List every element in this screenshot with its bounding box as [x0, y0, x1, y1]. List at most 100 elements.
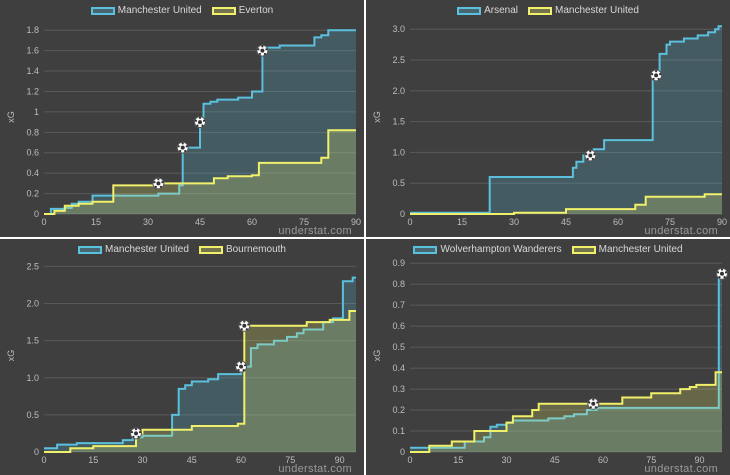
legend-label-home: Manchester United [117, 5, 202, 16]
series-line-away[interactable] [44, 129, 356, 215]
chart-legend: Arsenal Manchester United [366, 5, 730, 16]
xg-timeline-chart: 0 0.5 1.0 1.5 2.0 2.5 0 15 30 45 60 75 90 xG understat… [6, 261, 356, 475]
x-tick-label: 15 [91, 217, 101, 227]
goal-marker-patch [159, 185, 162, 188]
series-line-home[interactable] [410, 25, 722, 214]
goal-marker-patch [132, 435, 135, 438]
goal-marker-patch [242, 323, 247, 328]
goal-marker-patch [240, 328, 243, 331]
soccer-ball-icon[interactable] [152, 177, 165, 190]
series-line-home[interactable] [44, 29, 356, 215]
goal-marker-patch [202, 119, 206, 122]
series-line-away[interactable] [44, 310, 356, 453]
x-tick-label: 90 [335, 455, 345, 465]
x-tick-label: 30 [138, 455, 148, 465]
goal-marker-patch [137, 435, 140, 438]
legend-label-home: Arsenal [484, 5, 518, 16]
goal-marker-patch [247, 323, 250, 326]
soccer-ball-icon[interactable] [716, 267, 728, 280]
watermark: understat.com [278, 225, 352, 237]
goal-marker-patch [655, 70, 658, 73]
legend-item-away[interactable]: Manchester United [571, 244, 683, 255]
soccer-ball-icon[interactable] [235, 360, 248, 373]
goal-marker-patch [179, 149, 182, 153]
soccer-ball-icon[interactable] [584, 149, 597, 162]
series-line-away[interactable] [410, 193, 722, 215]
goal-marker-patch [659, 73, 662, 76]
soccer-ball-icon[interactable] [176, 141, 189, 154]
legend-item-home[interactable]: Wolverhampton Wanderers [413, 244, 562, 255]
x-tick-label: 15 [453, 455, 463, 465]
goal-marker-patch [593, 153, 596, 156]
goal-marker-patch [657, 77, 660, 80]
soccer-ball-icon[interactable] [256, 44, 269, 57]
goal-marker-patch [260, 48, 265, 53]
y-tick-label: 1.4 [26, 66, 39, 76]
y-tick-label: 1.2 [26, 86, 39, 96]
goal-marker-patch [588, 153, 593, 158]
goal-marker-patch [592, 398, 595, 401]
goal-marker-patch [596, 401, 599, 404]
x-tick-label: 45 [187, 455, 197, 465]
legend-item-home[interactable]: Arsenal [457, 5, 518, 16]
y-tick-label: 0.9 [392, 258, 405, 268]
chart-panel-man-utd-vs-everton: Manchester United Everton 0 0.2 0.4 0.6 0.8 1… [0, 0, 364, 237]
y-tick-label: 1.0 [26, 373, 39, 383]
legend-label-home: Wolverhampton Wanderers [440, 244, 562, 255]
soccer-ball-icon[interactable] [650, 69, 663, 82]
x-tick-label: 30 [509, 217, 519, 227]
soccer-ball-icon[interactable] [587, 397, 600, 410]
x-tick-label: 75 [665, 217, 675, 227]
goal-marker-patch [198, 120, 202, 125]
goal-marker-patch [194, 119, 198, 122]
chart-panel-arsenal-vs-man-utd: Arsenal Manchester United 0 0.5 1.0 1.5 2.0 2… [366, 0, 730, 237]
legend-item-home[interactable]: Manchester United [78, 244, 189, 255]
series-line-away[interactable] [410, 371, 722, 453]
x-tick-label: 75 [299, 217, 309, 227]
legend-item-away[interactable]: Bournemouth [198, 244, 286, 255]
legend-swatch-away [527, 6, 552, 15]
goal-marker-patch [201, 124, 204, 127]
legend-item-away[interactable]: Everton [211, 5, 274, 16]
y-tick-label: 2.5 [26, 261, 39, 271]
legend-swatch-home [413, 245, 438, 254]
legend-item-home[interactable]: Manchester United [90, 5, 202, 16]
goal-marker-patch [723, 276, 726, 279]
goal-marker-patch [720, 268, 724, 271]
x-tick-label: 60 [598, 455, 608, 465]
y-tick-label: 0.2 [392, 405, 405, 415]
legend-label-away: Everton [238, 5, 274, 16]
x-tick-label: 0 [41, 217, 46, 227]
goal-marker-patch [651, 73, 654, 76]
y-tick-label: 0.6 [26, 148, 39, 158]
y-axis-label: xG [372, 111, 382, 123]
goal-marker-patch [242, 368, 245, 372]
goal-marker-patch [585, 153, 588, 156]
soccer-ball-icon[interactable] [238, 319, 251, 332]
goal-marker-patch [724, 271, 728, 274]
y-tick-label: 0.5 [26, 410, 39, 420]
y-axis-label: xG [6, 111, 16, 123]
goal-marker-patch [184, 149, 187, 153]
y-tick-label: 1.8 [26, 25, 39, 35]
series-area-away [410, 372, 722, 452]
goal-marker-patch [720, 271, 724, 276]
series-area-away [410, 194, 722, 214]
legend-label-away: Manchester United [554, 5, 639, 16]
soccer-ball-icon[interactable] [130, 427, 142, 440]
y-tick-label: 0.8 [26, 127, 39, 137]
legend-swatch-home [90, 6, 115, 15]
y-tick-label: 0.8 [392, 279, 405, 289]
xg-timeline-chart: 0 0.5 1.0 1.5 2.0 2.5 3.0 0 15 30 45 60 75 90 xG unders… [372, 24, 727, 237]
series-line-home[interactable] [44, 276, 356, 450]
x-tick-label: 0 [407, 455, 412, 465]
goal-marker-patch [239, 364, 244, 369]
legend-item-away[interactable]: Manchester United [527, 5, 639, 16]
soccer-ball-icon[interactable] [194, 116, 206, 129]
y-tick-label: 0.5 [392, 342, 405, 352]
goal-marker-patch [177, 145, 180, 148]
goal-marker-patch [153, 181, 156, 184]
series-line-home[interactable] [410, 272, 722, 449]
x-tick-label: 45 [195, 217, 205, 227]
goal-marker-patch [244, 364, 247, 367]
